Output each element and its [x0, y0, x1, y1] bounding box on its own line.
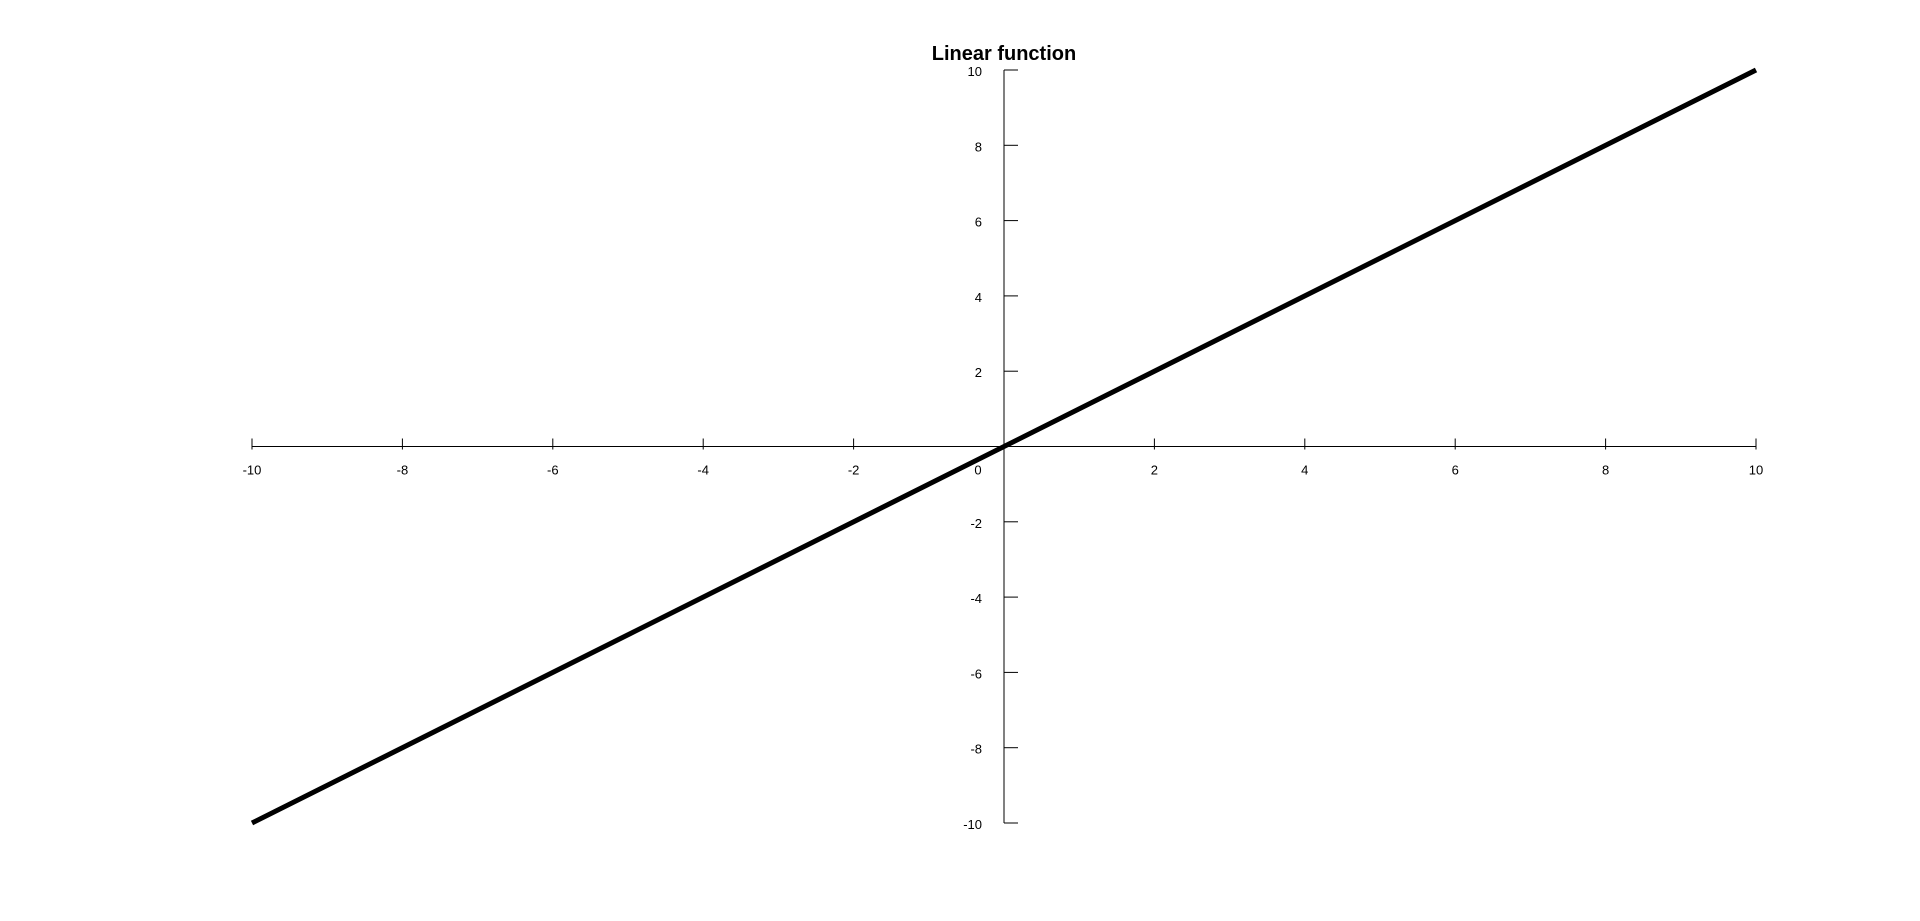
- x-tick-label: -10: [243, 463, 262, 478]
- y-tick-label: -4: [970, 591, 982, 606]
- x-tick-label: 0: [974, 463, 981, 478]
- y-tick-label: -8: [970, 742, 982, 757]
- chart-title: Linear function: [932, 43, 1076, 65]
- y-tick-label: -10: [963, 817, 982, 832]
- x-tick-label: -6: [547, 463, 559, 478]
- y-tick-label: 10: [968, 64, 982, 79]
- y-tick-label: 8: [975, 139, 982, 154]
- y-tick-label: -6: [970, 666, 982, 681]
- x-tick-label: 2: [1151, 463, 1158, 478]
- x-tick-label: 10: [1749, 463, 1763, 478]
- y-tick-label: 4: [975, 290, 982, 305]
- x-tick-label: -4: [697, 463, 709, 478]
- x-tick-label: -2: [848, 463, 860, 478]
- ticks: -10 -8 -6 -4 -2 0 2 4 6 8 10 10 8 6 4 2 -2 -4 -6 -8 -10: [243, 64, 1764, 832]
- y-tick-label: -2: [970, 516, 982, 531]
- series-line-0: [250, 67, 1758, 826]
- x-tick-label: -8: [397, 463, 409, 478]
- y-tick-label: 6: [975, 215, 982, 230]
- x-tick-label: 4: [1301, 463, 1308, 478]
- series: [250, 67, 1758, 826]
- x-tick-label: 6: [1452, 463, 1459, 478]
- x-tick-label: 8: [1602, 463, 1609, 478]
- y-tick-label: 2: [975, 365, 982, 380]
